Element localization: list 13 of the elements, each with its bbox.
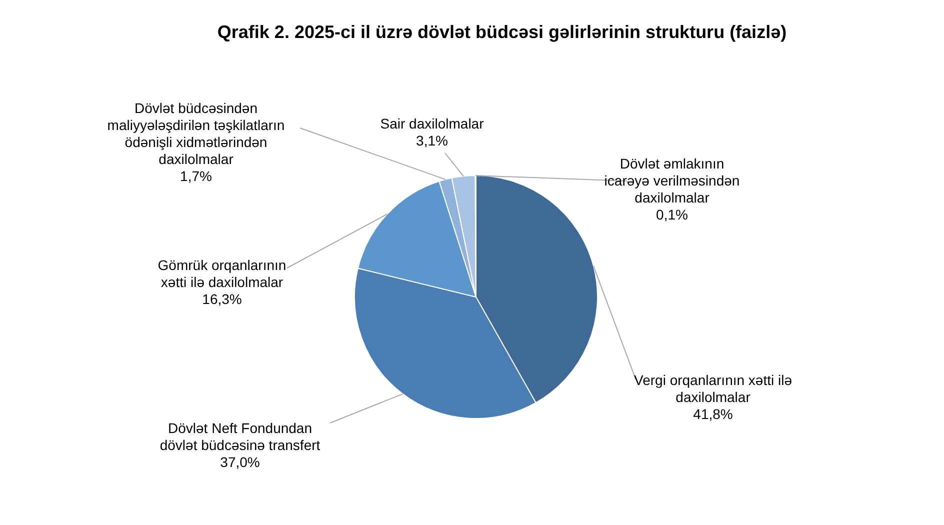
chart-title: Qrafik 2. 2025-ci il üzrə dövlət büdcəsi gəlirlərinin strukturu (faizlə) (216, 22, 788, 43)
data-label: 3,1% (416, 132, 448, 148)
data-label: 1,7% (180, 168, 212, 184)
slice-label: Sair daxilolmalar (380, 115, 484, 132)
slice-label: Vergi orqanlarının xətti ilə daxilolmalar (634, 372, 792, 405)
slice-label: Dövlət büdcəsindən maliyyələşdirilən təşkilatların ödənişli xidmətlərindən daxilolmalar (107, 100, 285, 167)
slice-label: Dövlət Neft Fondundan dövlət büdcəsinə transfert (160, 420, 320, 453)
slice-label: Gömrük orqanlarının xətti ilə daxilolmalar (158, 256, 286, 290)
data-label: 0,1% (656, 206, 688, 222)
data-label: 37,0% (220, 454, 260, 470)
data-label: 16,3% (202, 290, 242, 307)
slice-label: Dövlət əmlakının icarəyə verilməsindən daxilolmalar (604, 155, 740, 206)
data-label: 41,8% (693, 406, 733, 422)
